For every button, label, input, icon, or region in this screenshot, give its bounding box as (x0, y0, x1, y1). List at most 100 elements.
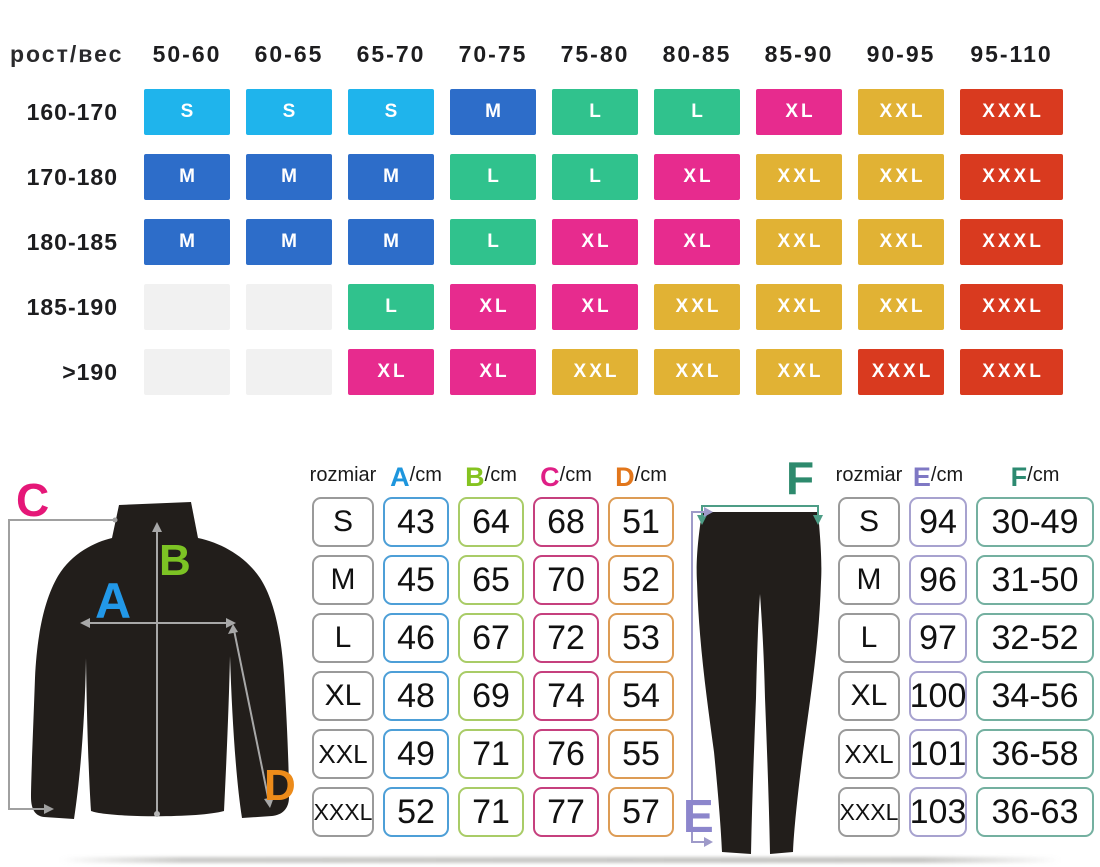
size-cell: M (144, 219, 230, 265)
size-name-cell: XL (838, 671, 900, 721)
measurement-value-cell: 69 (458, 671, 524, 721)
size-column-header: rozmiar (835, 464, 903, 486)
shirt-label-D: D (264, 761, 296, 810)
size-cell: XXXL (960, 284, 1063, 330)
weight-column-header: 80-85 (662, 40, 732, 67)
size-cell: XXL (756, 284, 842, 330)
size-cell-empty (144, 349, 230, 395)
grid-corner-header: рост/вес (10, 40, 124, 67)
measurement-value-cell: 52 (383, 787, 449, 837)
size-name-cell: L (312, 613, 374, 663)
measure-dot-C (112, 517, 118, 523)
measurement-value-cell: 101 (909, 729, 967, 779)
measurement-value-cell: 68 (533, 497, 599, 547)
measure-arrow-D-bottom (264, 797, 274, 808)
measurement-value-cell: 71 (458, 729, 524, 779)
measurement-value-cell: 36-58 (976, 729, 1094, 779)
size-cell-empty (246, 349, 332, 395)
height-row-label: 160-170 (26, 98, 118, 125)
size-cell: XXXL (960, 219, 1063, 265)
shirt-label-C: C (16, 474, 49, 526)
size-cell: XXL (552, 349, 638, 395)
shirt-measurements-table: rozmiar A/cm B/cm C/cm D/cm S 43 64 68 51 M 45 65 70 5… (309, 459, 674, 837)
measurement-value-cell: 57 (608, 787, 674, 837)
measure-column-header: C/cm (533, 459, 599, 492)
weight-column-header: 70-75 (458, 40, 528, 67)
size-cell: M (144, 154, 230, 200)
measurement-value-cell: 51 (608, 497, 674, 547)
size-name-cell: XXL (838, 729, 900, 779)
size-cell: L (552, 89, 638, 135)
height-row-label: 180-185 (26, 228, 118, 255)
size-cell: XXL (756, 349, 842, 395)
measurement-value-cell: 77 (533, 787, 599, 837)
size-cell: M (246, 219, 332, 265)
height-row-label: >190 (62, 358, 118, 385)
measurement-value-cell: 48 (383, 671, 449, 721)
size-cell: XL (756, 89, 842, 135)
pants-measurements-table: rozmiar E/cm F/cm S 94 30-49 M 96 31-50 L 97 32-52 X… (835, 459, 1094, 837)
size-column-header: rozmiar (309, 464, 377, 486)
height-weight-size-grid: рост/вес 50-60 60-65 65-70 70-75 75-80 80-85 8… (0, 38, 1063, 395)
measure-unit: /cm (1027, 464, 1060, 486)
size-cell: S (348, 89, 434, 135)
measure-column-header: B/cm (458, 459, 524, 492)
measurement-value-cell: 72 (533, 613, 599, 663)
size-name-cell: XXXL (312, 787, 374, 837)
size-name-cell: S (838, 497, 900, 547)
size-cell: XXXL (960, 89, 1063, 135)
size-name-cell: XL (312, 671, 374, 721)
size-cell: XL (450, 349, 536, 395)
pants-label-F: F (786, 452, 814, 504)
measure-letter: A (390, 462, 410, 492)
size-cell: XL (552, 284, 638, 330)
weight-column-header: 90-95 (866, 40, 936, 67)
size-cell-empty (246, 284, 332, 330)
measure-unit: /cm (930, 464, 964, 486)
size-cell: M (450, 89, 536, 135)
size-cell: M (348, 219, 434, 265)
size-cell: L (552, 154, 638, 200)
measurement-value-cell: 65 (458, 555, 524, 605)
measure-letter: B (465, 462, 485, 492)
measurement-value-cell: 32-52 (976, 613, 1094, 663)
size-cell: XXL (858, 219, 944, 265)
bottom-smudge (60, 857, 1060, 863)
measure-dot-B (154, 811, 160, 817)
measure-line-D (233, 629, 270, 803)
measurement-value-cell: 43 (383, 497, 449, 547)
measurement-value-cell: 34-56 (976, 671, 1094, 721)
measure-arrow-E-top (704, 507, 713, 517)
measure-arrow-A-left (80, 618, 90, 628)
size-cell: XL (552, 219, 638, 265)
size-cell: S (246, 89, 332, 135)
shirt-collar (112, 502, 198, 538)
size-cell: XXL (858, 154, 944, 200)
measurement-value-cell: 96 (909, 555, 967, 605)
measurement-value-cell: 46 (383, 613, 449, 663)
size-name-cell: S (312, 497, 374, 547)
measure-unit: /cm (559, 464, 592, 486)
shirt-label-A: A (95, 573, 131, 629)
measure-column-header: D/cm (608, 459, 674, 491)
pants-silhouette (696, 512, 822, 854)
size-cell: L (450, 154, 536, 200)
measure-line-E (691, 511, 708, 843)
size-cell: XXL (654, 284, 740, 330)
measure-column-header: A/cm (383, 459, 449, 492)
measurement-value-cell: 71 (458, 787, 524, 837)
size-name-cell: XXL (312, 729, 374, 779)
shirt-label-B: B (159, 536, 191, 585)
measure-letter: C (540, 462, 560, 492)
size-cell: XXL (654, 349, 740, 395)
weight-column-header: 65-70 (356, 40, 426, 67)
size-cell: M (246, 154, 332, 200)
size-cell-empty (144, 284, 230, 330)
measure-arrow-F-left (697, 515, 707, 525)
size-name-cell: M (312, 555, 374, 605)
weight-column-header: 75-80 (560, 40, 630, 67)
weight-column-header: 60-65 (254, 40, 324, 67)
pants-diagram: F E (683, 452, 823, 854)
measure-unit: /cm (484, 464, 517, 486)
measurement-value-cell: 55 (608, 729, 674, 779)
